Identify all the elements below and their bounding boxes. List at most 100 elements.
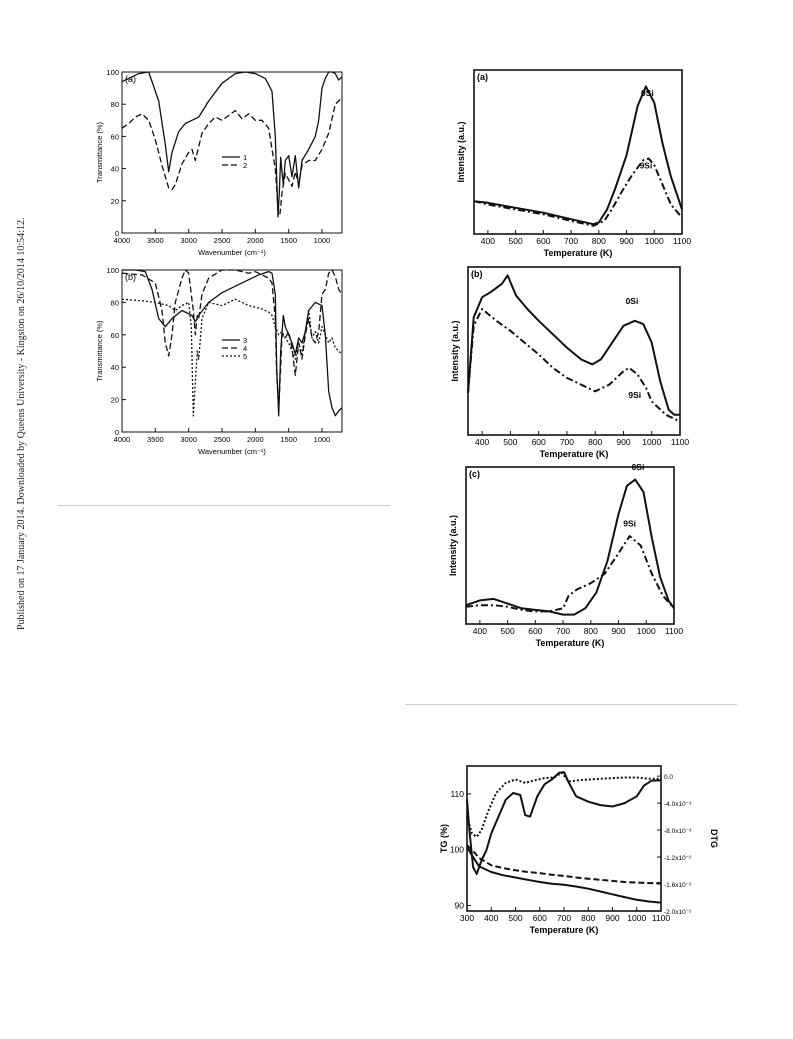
x-tick-label: 400 [473,626,487,636]
y-right-tick-label: -1.2x10⁻² [664,855,692,862]
y-tick-label: 90 [455,900,465,910]
x-tick-label: 2000 [247,236,264,245]
plot-frame [473,69,683,235]
ftir-panel-b: 4000 3500 3000 2500 2000 1500 1000 0 20 40 60 80 100… [95,260,377,466]
tpd_b-svg: 400 500 600 700 800 900 1000 1100 Temperature (K… [450,266,689,459]
tpd-panel-a: 400 500 600 700 800 900 1000 1100 Temperature (K… [445,62,715,270]
legend-label: 4 [243,344,247,353]
peak-label: 9Si [628,390,641,400]
ftir-panel-a: 4000 3500 3000 2500 2000 1500 1000 0 20 40 60 80 100… [95,62,377,267]
y-right-tick-label: -8.0x10⁻³ [664,828,692,835]
x-axis-label: Temperature (K) [530,925,599,935]
plot-frame [466,765,662,912]
x-tick-label: 1100 [673,236,692,246]
x-tick-label: 1100 [652,913,671,923]
x-axis-label: Wavenumber (cm⁻¹) [198,248,266,257]
tpd-panel-c: 400 500 600 700 800 900 1000 1100 Temperature (K… [440,460,710,661]
series-line-0si [467,274,680,416]
panel-label: (c) [469,469,480,479]
tg-dtg-chart: 300 400 500 600 700 800 900 1000 1100 90 100 110 0.0… [420,758,724,947]
series-line-4 [121,269,343,409]
x-tick-label: 600 [536,236,550,246]
ftir_a-svg: 4000 3500 3000 2500 2000 1500 1000 0 20 40 60 80 100… [95,68,343,257]
y-right-tick-label: -2.0x10⁻² [664,909,692,916]
x-axis-label: Wavenumber (cm⁻¹) [198,447,266,456]
x-tick-label: 500 [503,437,517,447]
divider-right [405,704,737,705]
x-tick-label: 600 [528,626,542,636]
x-tick-label: 500 [508,913,522,923]
y-tick-label: 60 [111,132,119,141]
series-line-tg-solid [466,846,662,904]
y-axis-label: Intensity (a.u.) [450,320,460,381]
peak-label: 9Si [640,160,653,170]
y-tick-label: 40 [111,165,119,174]
publication-sidebar: Published on 17 January 2014. Downloaded… [2,190,27,650]
y-tick-label: 0 [115,428,119,437]
tpd-panel-b: 400 500 600 700 800 900 1000 1100 Temperature (K… [442,260,716,472]
legend-label: 2 [243,161,247,170]
series-line-0si [473,85,683,226]
y-tick-label: 40 [111,363,119,372]
y-axis-label: Transmittance (%) [95,122,104,183]
series-line-tg-dashed [466,844,661,885]
x-tick-label: 1000 [637,626,656,636]
peak-label: 9Si [623,519,636,529]
series-line-1 [121,71,343,218]
series-line-dtg-dotted [466,771,661,838]
y-right-tick-label: -1.6x10⁻² [664,882,692,889]
x-tick-label: 500 [509,236,523,246]
y-right-tick-label: -4.0x10⁻³ [664,801,692,808]
tpd_a-svg: 400 500 600 700 800 900 1000 1100 Temperature (K… [456,69,692,258]
plot-frame [121,71,343,234]
series-line-9si [465,535,675,613]
y-right-tick-label: 0.0 [664,774,673,781]
x-axis-label: Temperature (K) [544,248,613,258]
y-tick-label: 20 [111,396,119,405]
x-tick-label: 800 [581,913,595,923]
y-right-axis-label: DTG [709,829,719,848]
plot-frame [465,466,675,625]
x-tick-label: 4000 [114,435,131,444]
panel-label: (b) [471,269,483,279]
panel-label: (a) [125,74,136,84]
y-axis-label: Transmittance (%) [95,320,104,381]
y-axis-label: TG (%) [439,824,449,853]
series-line-9si [467,308,681,423]
panel-label: (a) [477,72,488,82]
series-line-dtg-solid [466,771,662,875]
plot-frame [121,269,343,433]
legend-label: 1 [243,153,247,162]
y-tick-label: 0 [115,229,119,238]
x-tick-label: 300 [460,913,474,923]
y-tick-label: 100 [450,845,464,855]
x-axis-label: Temperature (K) [540,449,609,459]
x-tick-label: 2000 [247,435,264,444]
x-tick-label: 700 [557,913,571,923]
x-tick-label: 900 [605,913,619,923]
x-tick-label: 400 [484,913,498,923]
x-tick-label: 3000 [180,435,197,444]
panel-label: (b) [125,272,136,282]
tpd_c-svg: 400 500 600 700 800 900 1000 1100 Temperature (K… [448,462,683,648]
x-tick-label: 1500 [280,435,297,444]
x-tick-label: 4000 [114,236,131,245]
y-tick-label: 100 [106,68,119,77]
y-tick-label: 110 [450,789,464,799]
peak-label: 0Si [632,462,645,472]
x-tick-label: 3500 [147,435,164,444]
y-tick-label: 80 [111,298,119,307]
x-tick-label: 1000 [627,913,646,923]
x-tick-label: 2500 [214,435,231,444]
y-axis-label: Intensity (a.u.) [456,121,466,182]
x-tick-label: 700 [560,437,574,447]
publication-notice: Published on 17 January 2014. Downloaded… [16,217,27,630]
x-tick-label: 3000 [180,236,197,245]
peak-label: 0Si [626,296,639,306]
series-line-0si [465,478,675,616]
x-tick-label: 900 [619,236,633,246]
x-tick-label: 1000 [314,435,331,444]
ftir_b-svg: 4000 3500 3000 2500 2000 1500 1000 0 20 40 60 80 100… [95,266,343,456]
legend-label: 5 [243,352,247,361]
x-tick-label: 500 [501,626,515,636]
